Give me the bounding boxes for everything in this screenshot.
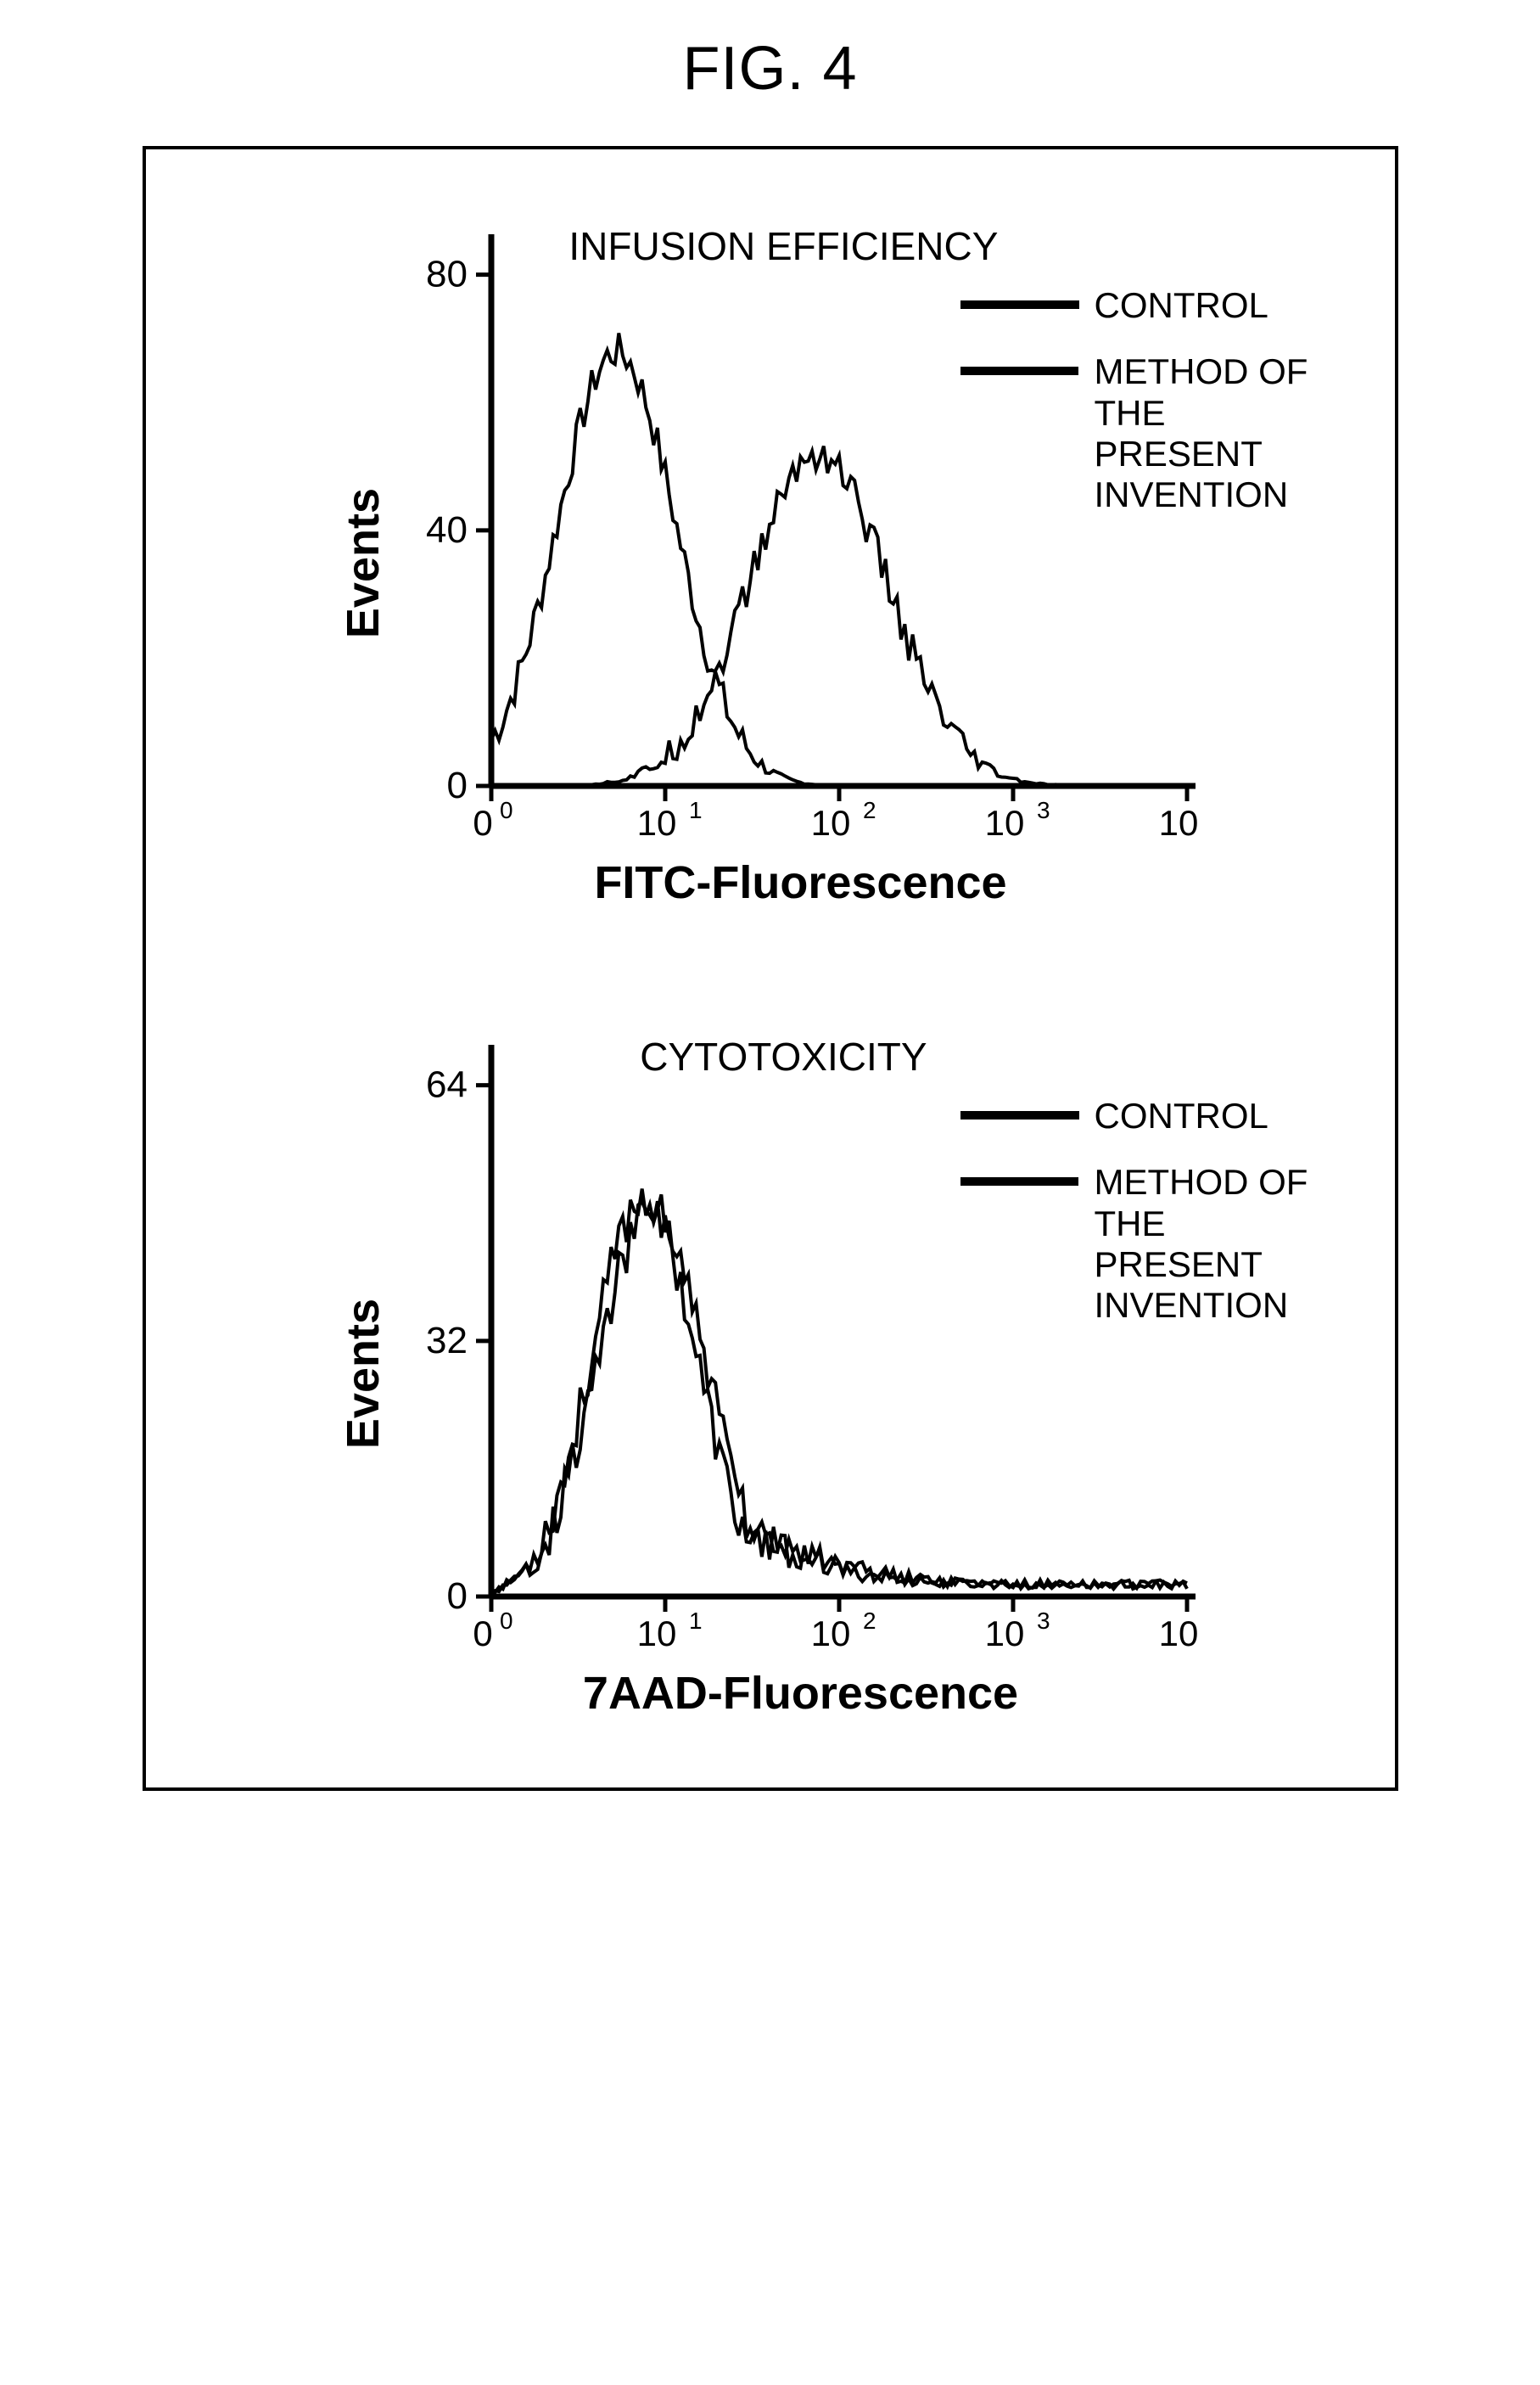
svg-text:CYTOTOXICITY: CYTOTOXICITY [640,1035,927,1079]
svg-text:10: 10 [636,803,676,843]
chart2-legend: CONTROL METHOD OFTHE PRESENTINVENTION [960,1096,1344,1326]
chart1-y-axis-label: Events [337,488,389,638]
svg-text:10: 10 [984,803,1024,843]
legend-item: METHOD OFTHE PRESENTINVENTION [960,1162,1344,1326]
svg-text:10: 10 [810,803,850,843]
legend-swatch [960,300,1079,309]
legend-label: CONTROL [1095,1096,1268,1136]
svg-text:0: 0 [473,803,492,843]
svg-text:0: 0 [500,797,513,823]
legend-swatch [960,367,1079,375]
legend-item: METHOD OFTHE PRESENTINVENTION [960,351,1344,515]
svg-text:3: 3 [1037,1608,1050,1634]
legend-item: CONTROL [960,1096,1344,1136]
svg-text:10: 10 [810,1613,850,1653]
legend-label: CONTROL [1095,285,1268,326]
chart-cytotoxicity: Events 0326400101102103104CYTOTOXICITY 7… [197,1028,1344,1720]
figure-label: FIG. 4 [682,34,857,104]
chart1-x-axis-label: FITC-Fluorescence [398,856,1204,909]
svg-text:1: 1 [689,797,703,823]
svg-text:40: 40 [426,509,468,551]
legend-swatch [960,1177,1079,1186]
svg-text:1: 1 [689,1608,703,1634]
svg-text:3: 3 [1037,797,1050,823]
svg-text:10: 10 [1158,803,1198,843]
svg-text:32: 32 [426,1320,468,1361]
svg-text:10: 10 [636,1613,676,1653]
svg-text:0: 0 [446,765,467,806]
svg-text:64: 64 [426,1064,468,1106]
svg-text:2: 2 [863,1608,876,1634]
svg-text:10: 10 [1158,1613,1198,1653]
svg-text:2: 2 [863,797,876,823]
svg-text:0: 0 [446,1575,467,1617]
chart1-legend: CONTROL METHOD OFTHE PRESENTINVENTION [960,285,1344,515]
svg-text:0: 0 [500,1608,513,1634]
chart-infusion-efficiency: Events 0408000101102103104INFUSION EFFIC… [197,217,1344,909]
svg-text:0: 0 [473,1613,492,1653]
chart2-y-axis-label: Events [337,1299,389,1449]
legend-label: METHOD OFTHE PRESENTINVENTION [1094,351,1343,515]
chart2-x-axis-label: 7AAD-Fluorescence [398,1667,1204,1720]
legend-label: METHOD OFTHE PRESENTINVENTION [1094,1162,1343,1326]
svg-text:INFUSION EFFICIENCY: INFUSION EFFICIENCY [568,224,998,268]
svg-text:10: 10 [984,1613,1024,1653]
figure-wrapper: FIG. 4 Events 0408000101102103104INFUSIO… [0,34,1540,1791]
legend-swatch [960,1111,1079,1120]
svg-text:80: 80 [426,254,468,295]
legend-item: CONTROL [960,285,1344,326]
panel-box: Events 0408000101102103104INFUSION EFFIC… [143,146,1398,1791]
